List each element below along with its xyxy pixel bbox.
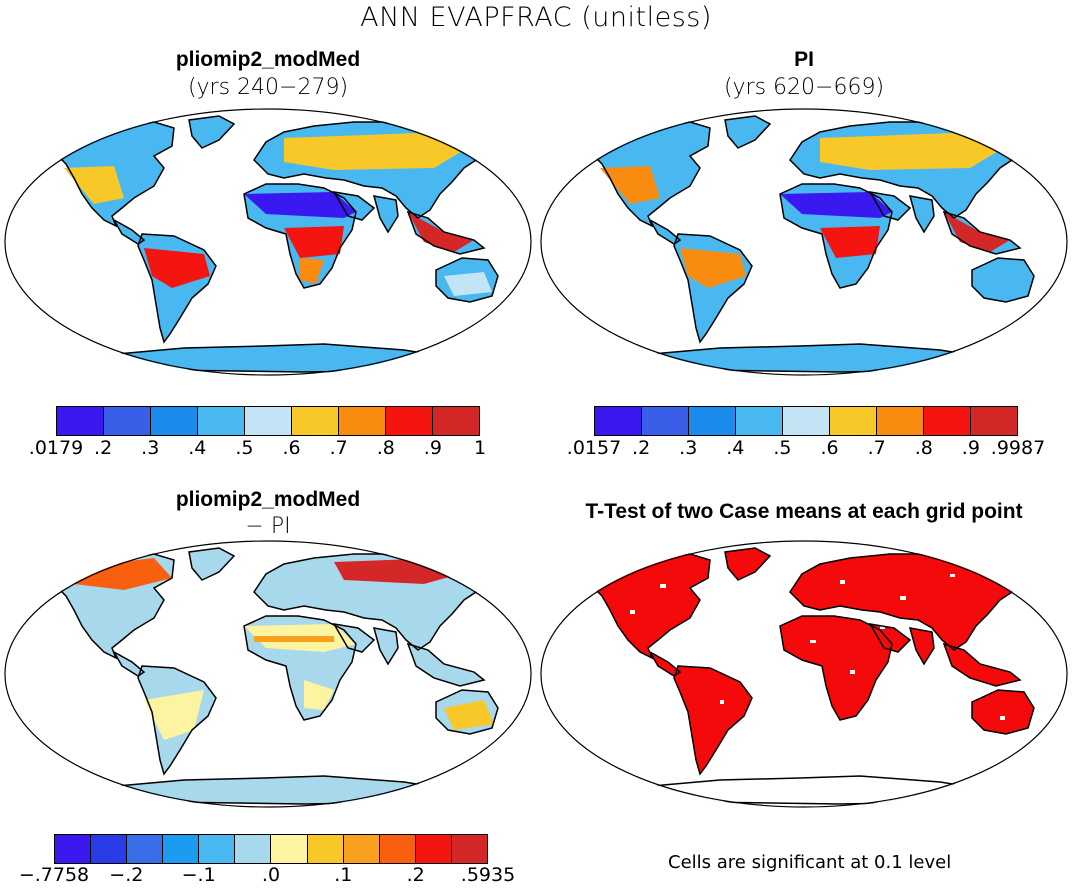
colorbar-tick-label: .0179 — [28, 437, 84, 459]
map-panel-model — [4, 108, 532, 376]
panel-1-subtitle: (yrs 240−279) — [187, 75, 349, 100]
colorbar-tick-label: −.7758 — [18, 864, 90, 886]
figure-title: ANN EVAPFRAC (unitless) — [360, 2, 712, 33]
colorbar-tick-label: .2 — [632, 437, 651, 459]
map-panel-ttest — [540, 540, 1068, 808]
map-panel-pi — [540, 108, 1068, 376]
colorbar-swatch — [235, 835, 272, 863]
panel-2-title: PI — [794, 48, 814, 71]
colorbar-swatch — [595, 407, 642, 435]
panel-4-title: T-Test of two Case means at each grid po… — [585, 500, 1023, 523]
colorbar-tick-label: .6 — [820, 437, 839, 459]
colorbar-swatch — [271, 835, 308, 863]
colorbar-swatch — [451, 835, 487, 863]
colorbar-swatch — [379, 835, 416, 863]
colorbar-swatch — [433, 407, 479, 435]
colorbar-model — [56, 406, 480, 436]
colorbar-tick-label: .5935 — [460, 864, 516, 886]
colorbar-swatch — [736, 407, 783, 435]
colorbar-swatch — [689, 407, 736, 435]
colorbar-tick-label: .3 — [679, 437, 698, 459]
colorbar-tick-label: −.1 — [181, 864, 216, 886]
panel-1-title: pliomip2_modMed — [175, 48, 361, 71]
colorbar-swatch — [642, 407, 689, 435]
colorbar-tick-label: 1 — [473, 437, 487, 459]
colorbar-swatch — [307, 835, 344, 863]
colorbar-swatch — [199, 835, 236, 863]
colorbar-tick-label: .3 — [141, 437, 160, 459]
significance-note: Cells are significant at 0.1 level — [668, 852, 952, 873]
colorbar-swatch — [830, 407, 877, 435]
colorbar-tick-label: .2 — [406, 864, 425, 886]
panel-2-subtitle: (yrs 620−669) — [723, 75, 885, 100]
colorbar-swatch — [151, 407, 198, 435]
colorbar-swatch — [127, 835, 164, 863]
colorbar-tick-label: −.2 — [109, 864, 144, 886]
colorbar-tick-label: .4 — [726, 437, 745, 459]
colorbar-model-ticks: .0179 .2 .3 .4 .5 .6 .7 .8 .9 1 — [29, 437, 486, 461]
colorbar-tick-label: .0 — [261, 864, 281, 886]
colorbar-tick-label: .8 — [376, 437, 395, 459]
colorbar-difference-ticks: −.7758 −.2 −.1 .0 .1 .2 .5935 — [19, 864, 515, 888]
colorbar-tick-label: .6 — [282, 437, 301, 459]
colorbar-swatch — [163, 835, 200, 863]
colorbar-pi-ticks: .0157 .2 .3 .4 .5 .6 .7 .8 .9 .9987 — [567, 437, 1045, 461]
colorbar-tick-label: .5 — [773, 437, 792, 459]
colorbar-tick-label: .7 — [867, 437, 886, 459]
colorbar-tick-label: .9987 — [990, 437, 1046, 459]
colorbar-tick-label: .0157 — [566, 437, 622, 459]
colorbar-swatch — [339, 407, 386, 435]
colorbar-tick-label: .9 — [961, 437, 980, 459]
colorbar-tick-label: .9 — [423, 437, 442, 459]
colorbar-swatch — [292, 407, 339, 435]
colorbar-swatch — [245, 407, 292, 435]
colorbar-swatch — [91, 835, 128, 863]
colorbar-pi — [594, 406, 1018, 436]
colorbar-swatch — [877, 407, 924, 435]
colorbar-swatch — [415, 835, 452, 863]
colorbar-swatch — [55, 835, 92, 863]
colorbar-swatch — [971, 407, 1017, 435]
colorbar-swatch — [57, 407, 104, 435]
colorbar-tick-label: .4 — [188, 437, 207, 459]
colorbar-tick-label: .5 — [235, 437, 254, 459]
colorbar-swatch — [783, 407, 830, 435]
panel-3-title: pliomip2_modMed — [175, 488, 361, 511]
colorbar-swatch — [104, 407, 151, 435]
map-panel-difference — [4, 540, 532, 808]
panel-3-subtitle: − PI — [245, 514, 291, 539]
colorbar-swatch — [343, 835, 380, 863]
colorbar-swatch — [198, 407, 245, 435]
colorbar-tick-label: .2 — [94, 437, 113, 459]
colorbar-swatch — [386, 407, 433, 435]
colorbar-difference — [54, 834, 488, 864]
colorbar-tick-label: .1 — [334, 864, 353, 886]
colorbar-swatch — [924, 407, 971, 435]
colorbar-tick-label: .8 — [914, 437, 933, 459]
colorbar-tick-label: .7 — [329, 437, 348, 459]
